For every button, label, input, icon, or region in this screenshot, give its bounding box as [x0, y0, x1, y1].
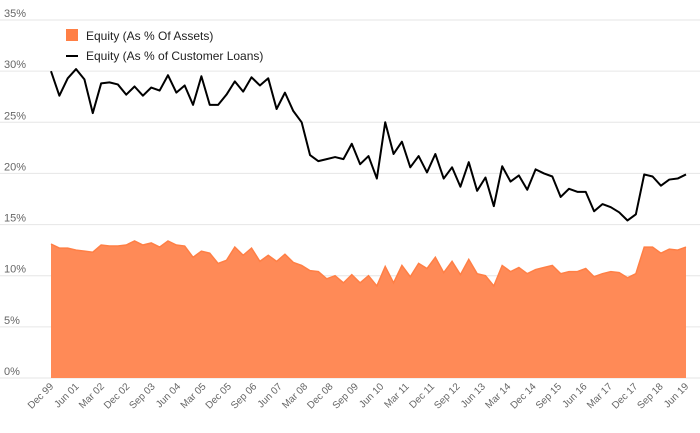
y-tick-label: 5%	[4, 315, 20, 327]
x-tick-label: Dec 11	[407, 381, 437, 411]
legend-label-equity-loans: Equity (As % of Customer Loans)	[86, 49, 263, 63]
x-tick-label: Mar 14	[484, 381, 514, 411]
legend-swatch-equity-assets	[66, 29, 78, 41]
x-tick-label: Jun 19	[662, 381, 691, 410]
x-tick-label: Mar 05	[179, 381, 209, 411]
x-tick-label: Dec 99	[26, 381, 56, 411]
x-tick-label: Jun 16	[561, 381, 590, 410]
y-tick-label: 10%	[4, 264, 26, 276]
line-equity-loans	[50, 68, 687, 222]
area-equity-assets	[51, 240, 686, 378]
x-tick-label: Sep 03	[128, 381, 158, 411]
x-tick-label: Jun 01	[53, 381, 82, 410]
x-tick-label: Sep 18	[636, 381, 666, 411]
x-tick-label: Jun 07	[256, 381, 285, 410]
area-equity-assets-edge	[50, 240, 687, 288]
x-tick-label: Dec 02	[102, 381, 132, 411]
x-tick-label: Sep 12	[432, 381, 462, 411]
y-tick-label: 25%	[4, 110, 26, 122]
legend: Equity (As % Of Assets) Equity (As % of …	[66, 29, 263, 63]
x-tick-label: Jun 10	[357, 381, 386, 410]
x-tick-label: Dec 17	[610, 381, 640, 411]
y-axis: 0% 5% 10% 15% 20% 25% 30% 35%	[4, 8, 26, 378]
x-tick-label: Mar 02	[77, 381, 107, 411]
x-tick-label: Jun 04	[154, 381, 183, 410]
x-tick-label: Sep 15	[534, 381, 564, 411]
area-series	[50, 240, 687, 378]
x-tick-label: Jun 13	[459, 381, 488, 410]
x-tick-label: Sep 09	[331, 381, 361, 411]
legend-label-equity-assets: Equity (As % Of Assets)	[86, 29, 213, 43]
y-tick-label: 15%	[4, 213, 26, 225]
x-tick-label: Sep 06	[229, 381, 259, 411]
x-tick-label: Mar 11	[382, 381, 412, 411]
y-tick-label: 35%	[4, 8, 26, 20]
x-tick-label: Dec 08	[305, 381, 335, 411]
line-series	[50, 68, 687, 222]
x-tick-label: Dec 14	[509, 381, 539, 411]
y-tick-label: 30%	[4, 59, 26, 71]
x-tick-label: Mar 08	[280, 381, 310, 411]
y-tick-label: 0%	[4, 366, 20, 378]
x-tick-label: Mar 17	[585, 381, 615, 411]
x-tick-label: Dec 05	[204, 381, 234, 411]
y-tick-label: 20%	[4, 161, 26, 173]
